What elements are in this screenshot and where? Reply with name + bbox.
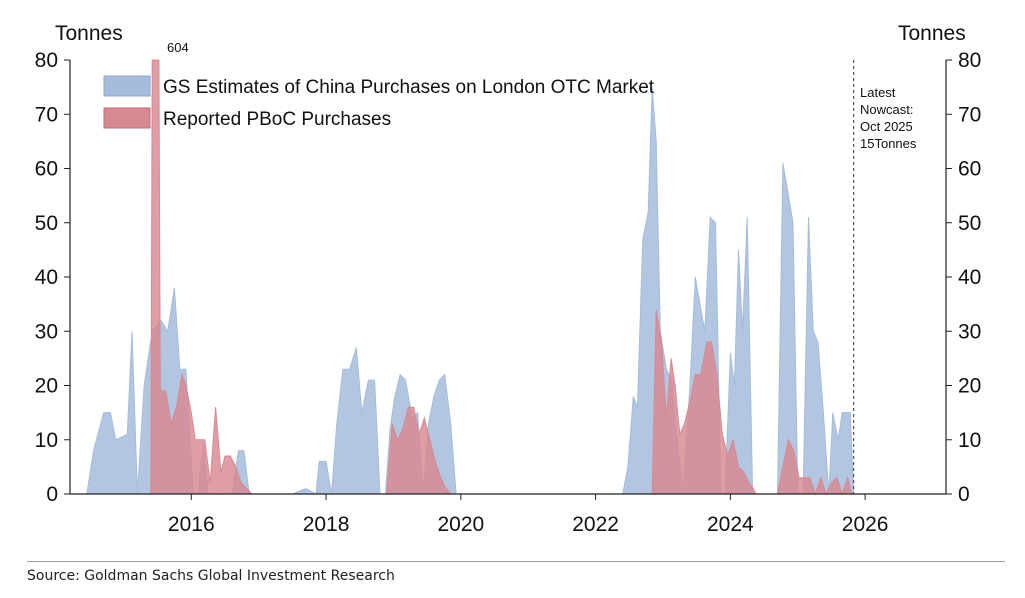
- y-tick-label-right: 40: [958, 266, 981, 289]
- annotation-line-4: 15Tonnes: [860, 136, 917, 151]
- y-unit-left: Tonnes: [55, 22, 123, 45]
- y-axis-right: 0 10 20 30 40 50 60 70 80: [946, 49, 981, 506]
- y-tick-label-right: 60: [958, 158, 981, 181]
- y-tick-label-right: 10: [958, 429, 981, 452]
- annotation-line-2: Nowcast:: [860, 102, 913, 117]
- bar-clip-label: 604: [167, 40, 189, 55]
- y-tick-label-right: 70: [958, 103, 981, 126]
- nowcast-annotation: Latest Nowcast: Oct 2025 15Tonnes: [860, 85, 917, 151]
- y-tick-label-left: 30: [35, 320, 58, 343]
- x-tick-label: 2016: [168, 513, 215, 536]
- y-tick-label-right: 30: [958, 320, 981, 343]
- y-tick-label-right: 20: [958, 375, 981, 398]
- legend: GS Estimates of China Purchases on Londo…: [103, 75, 655, 130]
- x-tick-label: 2022: [572, 513, 619, 536]
- legend-label-pboc: Reported PBoC Purchases: [163, 109, 391, 130]
- y-tick-label-right: 50: [958, 212, 981, 235]
- y-tick-label-left: 80: [35, 49, 58, 72]
- x-axis: 2016 2018 2020 2022 2024 2026: [168, 494, 889, 536]
- legend-swatch-gs: [103, 75, 151, 97]
- y-tick-label-left: 40: [35, 266, 58, 289]
- x-tick-label: 2024: [707, 513, 754, 536]
- y-tick-label-left: 70: [35, 103, 58, 126]
- legend-label-gs: GS Estimates of China Purchases on Londo…: [163, 77, 655, 98]
- y-tick-label-left: 10: [35, 429, 58, 452]
- y-axis-left: 0 10 20 30 40 50 60 70 80: [35, 49, 70, 506]
- source-divider: [27, 561, 1005, 562]
- x-tick-label: 2020: [437, 513, 484, 536]
- chart: 0 10 20 30 40 50 60 70 80 0 10 20 30 40 50 60 70 80 2016…: [35, 22, 982, 536]
- annotation-line-3: Oct 2025: [860, 119, 913, 134]
- axes: [69, 60, 947, 495]
- y-tick-label-right: 0: [958, 483, 970, 506]
- x-tick-label: 2018: [303, 513, 350, 536]
- y-tick-label-left: 0: [46, 483, 58, 506]
- y-tick-label-right: 80: [958, 49, 981, 72]
- y-tick-label-left: 60: [35, 158, 58, 181]
- x-tick-label: 2026: [842, 513, 889, 536]
- legend-swatch-pboc: [103, 107, 151, 129]
- y-tick-label-left: 50: [35, 212, 58, 235]
- source-note: Source: Goldman Sachs Global Investment …: [27, 568, 395, 584]
- y-tick-label-left: 20: [35, 375, 58, 398]
- annotation-line-1: Latest: [860, 85, 896, 100]
- series-gs-estimates-area: [86, 87, 855, 495]
- y-unit-right: Tonnes: [898, 22, 966, 45]
